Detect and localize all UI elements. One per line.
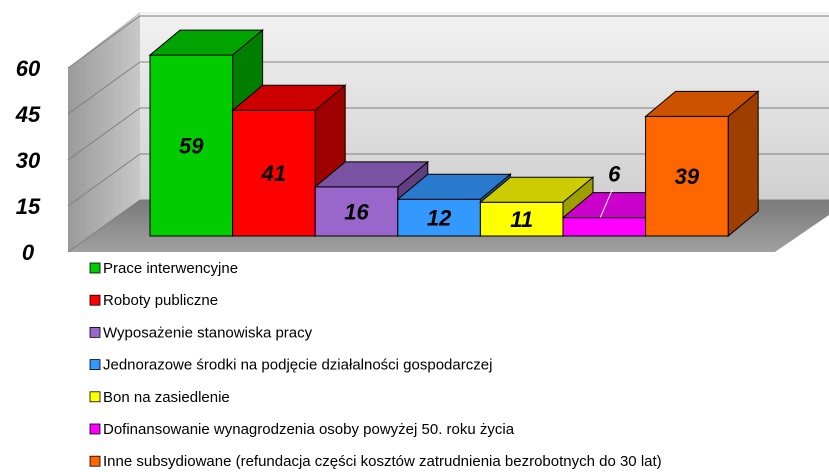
leader-line xyxy=(599,189,613,218)
bar-top xyxy=(313,161,430,188)
legend-label: Roboty publiczne xyxy=(103,292,218,309)
data-label: 12 xyxy=(427,205,452,230)
grid-line xyxy=(67,107,141,161)
bar-top xyxy=(644,90,760,117)
grid-line xyxy=(67,153,141,207)
y-tick-label: 45 xyxy=(15,102,41,127)
legend-label: Dofinansowanie wynagrodzenia osoby powyż… xyxy=(103,421,515,438)
legend-swatch xyxy=(89,294,101,306)
bar xyxy=(562,217,647,237)
y-tick-label: 15 xyxy=(16,194,41,219)
data-label: 39 xyxy=(675,164,700,189)
bar-top xyxy=(231,84,347,111)
grid-line xyxy=(67,199,141,253)
legend-swatch xyxy=(89,262,101,274)
bar xyxy=(314,186,399,237)
bar-top xyxy=(396,173,512,200)
data-label: 59 xyxy=(179,133,204,158)
legend-label: Wyposażenie stanowiska pracy xyxy=(103,324,313,341)
grid-line xyxy=(67,61,141,115)
legend-label: Jednorazowe środki na podjęcie działalno… xyxy=(103,357,492,374)
data-label: 16 xyxy=(344,199,369,224)
bar xyxy=(479,201,564,237)
legend-label: Bon na zasiedlenie xyxy=(103,389,230,406)
legend-swatch xyxy=(89,423,101,435)
bar xyxy=(397,198,481,237)
bar xyxy=(232,109,316,237)
legend-swatch xyxy=(89,455,101,467)
legend-label: Inne subsydiowane (refundacja części kos… xyxy=(103,453,662,470)
data-label: 11 xyxy=(510,207,533,232)
data-label: 41 xyxy=(261,161,286,186)
y-tick-label: 60 xyxy=(16,56,41,81)
legend-swatch xyxy=(89,391,101,403)
legend-swatch xyxy=(89,359,101,371)
bar xyxy=(149,54,234,237)
legend-swatch xyxy=(89,326,101,338)
side-wall xyxy=(68,12,140,252)
y-tick-label: 30 xyxy=(16,148,41,173)
grid-line xyxy=(67,15,141,69)
bar xyxy=(645,115,729,237)
legend-label: Prace interwencyjne xyxy=(103,260,238,277)
data-label: 6 xyxy=(608,161,621,186)
bar-top xyxy=(148,29,264,56)
y-tick-label: 0 xyxy=(22,240,35,265)
bar-top xyxy=(479,176,595,203)
